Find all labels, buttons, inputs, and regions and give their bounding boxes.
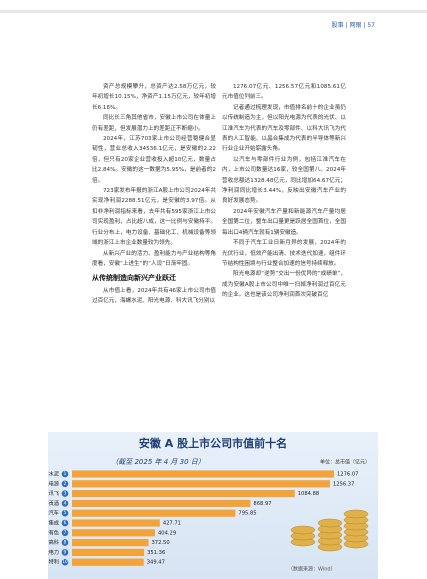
- category-label: 铜陵有色: [48, 528, 59, 536]
- value-label: 351.36: [147, 550, 165, 556]
- right-column: 1276.07亿元、1256.57亿元和1085.61亿元市值位列前三。记者通过…: [222, 82, 346, 301]
- value-label: 1276.07: [337, 472, 358, 478]
- rank-label: 9: [64, 549, 67, 554]
- bar: [72, 490, 295, 498]
- page-number: 57: [367, 22, 375, 29]
- category-label: 海螺水泥: [48, 470, 59, 478]
- bar: [72, 509, 236, 517]
- value-label: 795.85: [238, 511, 256, 517]
- rank-label: 10: [62, 559, 68, 564]
- value-label: 372.50: [151, 540, 169, 546]
- value-label: 1256.37: [333, 481, 354, 487]
- rank-badge: [61, 539, 69, 546]
- paragraph: 资产总规模攀升，总资产达2.58万亿元，较年初增长10.15%，净资产1.15万…: [92, 84, 216, 111]
- value-label: 427.71: [163, 521, 181, 527]
- bar: [72, 480, 330, 488]
- category-label: 伯特利: [48, 558, 59, 566]
- rank-badge: [61, 490, 69, 497]
- paragraph: 记者通过梳理发现，市值排名前十的企业虽仍以传统制造为主，但以阳光电源为代表的光伏…: [222, 104, 346, 153]
- rank-badge: [61, 470, 69, 478]
- section: 股事: [331, 22, 344, 29]
- chart-subtitle: （截至 2025 年 4 月 30 日）: [111, 458, 205, 466]
- paragraph: 以汽车与零部件行业为例，包括江淮汽车在内，上市公司数量达16家，较全国第八。20…: [222, 156, 346, 205]
- unit: 单位：总市值（亿元）: [320, 459, 370, 466]
- rank-badge: [61, 529, 69, 537]
- rank-label: 1: [64, 471, 67, 476]
- rank-badge: [61, 519, 69, 527]
- source: （数据来源：Wind）: [288, 566, 336, 573]
- coins: [290, 509, 369, 552]
- category-label: 国轩高科: [48, 538, 59, 546]
- rank-label: 8: [64, 540, 67, 545]
- rank-label: 4: [64, 500, 67, 505]
- left-column: 资产总规模攀升，总资产达2.58万亿元，较年初增长10.15%，净资产1.15万…: [92, 82, 216, 307]
- rank-badge: [61, 509, 69, 517]
- value-label: 868.97: [253, 501, 271, 507]
- chart-title: 安徽 A 股上市公司市值前十名: [139, 436, 287, 450]
- value-label: 404.29: [158, 530, 176, 536]
- paragraph: 2024年安徽汽车产量和新能源汽车产量均居全国第二位，整车出口量更是跃居全国首位…: [222, 208, 346, 236]
- category-label: 阳光电源: [48, 479, 60, 487]
- category-label: 晶合集成: [48, 519, 59, 527]
- header: 股事 | 网眼 | 57: [331, 22, 375, 29]
- paragraph: 从新兴产业的活力、盈利能力与产业结构等角度看，安徽“上进生”的“人设”日渐牢固。: [92, 250, 216, 267]
- rank-badge: [61, 480, 69, 488]
- bar: [72, 558, 144, 566]
- category-label: 皖能电力: [48, 548, 59, 556]
- paragraph: 阳光电源却“逆势”交出一份优异的“成绩单”，成为安徽A股上市公司中唯一扫掉净利润…: [222, 271, 346, 299]
- rank-label: 7: [64, 530, 67, 535]
- paragraph: 同比长三角其他省市，安徽上市公司在体量上仍有差距，但发展潜力上的差距正不断缩小。: [92, 115, 216, 132]
- top-strip: [0, 10, 427, 13]
- column: 网眼: [349, 22, 362, 29]
- value-label: 1084.88: [298, 491, 319, 497]
- category-label: 江淮汽车: [48, 509, 59, 517]
- paragraph: 723家发布年报的浙江A股上市公司2024年共实现净利润2288.51亿元，是安…: [92, 188, 216, 247]
- rank-label: 3: [64, 491, 67, 496]
- bar: [72, 539, 149, 547]
- bar: [72, 499, 251, 507]
- category-label: 科大讯飞: [48, 489, 59, 497]
- paragraph: 1276.07亿元、1256.57亿元和1085.61亿元市值位列前三。: [222, 84, 346, 101]
- bar: [72, 529, 156, 537]
- rank-label: 2: [64, 481, 67, 486]
- bar: [72, 470, 334, 478]
- paragraph: 从市值上看，2024年共有46家上市公司市值过百亿元，海螺水泥、阳光电源、科大讯…: [92, 287, 216, 305]
- rank-label: 5: [64, 510, 67, 515]
- chart: 安徽 A 股上市公司市值前十名 （截至 2025 年 4 月 30 日） 单位：…: [48, 432, 378, 579]
- paragraph: 2024年，江苏703家上市公司经营稳健合显韧性，营业总收入34536.1亿元，…: [92, 136, 216, 184]
- value-label: 349.47: [147, 560, 165, 566]
- rank-badge: [61, 549, 69, 556]
- section-heading: 从传统制造向新兴产业跃迁: [92, 274, 176, 283]
- bar: [72, 519, 160, 527]
- bar: [72, 548, 145, 556]
- rank-badge: [61, 500, 69, 507]
- category-label: 古井贡酒: [48, 499, 59, 507]
- rank-label: 6: [64, 520, 67, 525]
- paragraph: 不同于汽车工业日新月异的发展，2024年的光伏行业，低效产能出清、技术迭代加速，…: [222, 240, 346, 267]
- rank-badge: [61, 558, 69, 566]
